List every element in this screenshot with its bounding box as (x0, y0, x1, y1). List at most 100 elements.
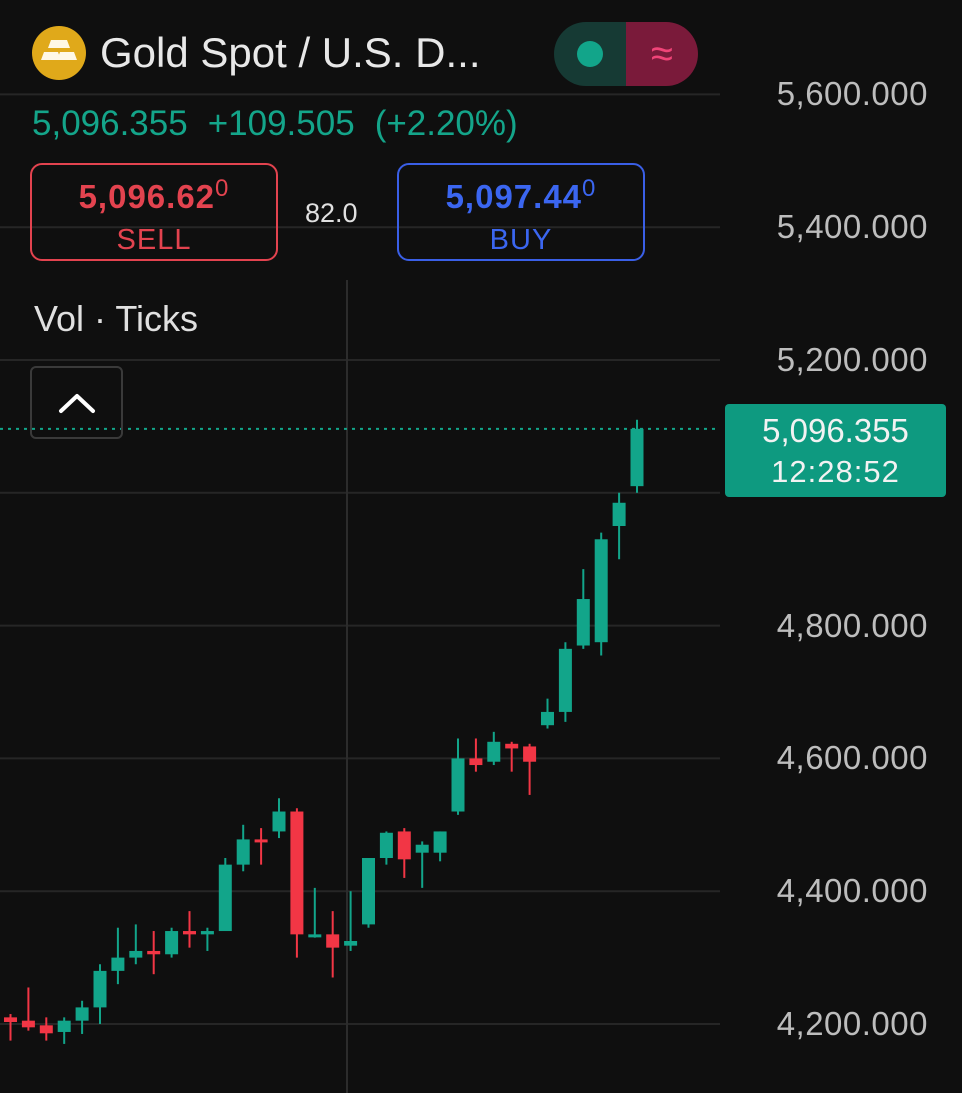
candle-body (433, 831, 447, 853)
candle (4, 1014, 17, 1041)
candle-body (200, 931, 214, 935)
sell-button[interactable]: 5,096.620 SELL (30, 163, 278, 261)
candle-body (147, 950, 161, 955)
candle-body (379, 832, 393, 858)
candle (129, 924, 143, 965)
collapse-indicators-button[interactable] (30, 366, 123, 439)
candle (541, 698, 554, 729)
candle (487, 731, 501, 766)
candle-body (57, 1020, 71, 1032)
candle-body (523, 746, 537, 762)
chevron-up-icon (58, 393, 95, 413)
last-price: 5,096.355 (32, 104, 188, 143)
candle-body (75, 1007, 89, 1021)
candle-body (183, 931, 196, 935)
volume-indicator-label[interactable]: Vol · Ticks (34, 298, 199, 339)
candle-body (93, 970, 107, 1008)
candle-body (129, 950, 143, 958)
candle-body (165, 931, 179, 955)
candle (397, 828, 411, 878)
candle-body (594, 539, 608, 643)
price-tag-countdown: 12:28:52 (771, 454, 900, 489)
candle (183, 911, 196, 948)
y-axis-tick-label: 4,800.000 (776, 606, 928, 644)
toggle-live-option[interactable] (554, 22, 626, 86)
candle (433, 831, 447, 862)
candle-body (469, 758, 483, 766)
price-tag-price: 5,096.355 (762, 412, 909, 449)
candle (75, 1000, 89, 1034)
candle (362, 858, 375, 928)
candle-body (397, 831, 411, 860)
candle (308, 887, 322, 938)
candle (272, 798, 286, 839)
candle (236, 824, 250, 872)
buy-label: BUY (489, 224, 553, 256)
gold-bars-icon (32, 26, 86, 80)
candle-body (344, 941, 358, 946)
y-axis-tick-label: 5,200.000 (776, 341, 928, 378)
candle (630, 419, 644, 493)
candle (165, 927, 179, 958)
last-price-tag: 5,096.355 12:28:52 (725, 404, 946, 497)
candle (111, 927, 125, 985)
candle (344, 891, 358, 951)
candle (147, 931, 161, 975)
grid-lines (0, 93, 720, 1025)
buy-button[interactable]: 5,097.440 BUY (397, 163, 645, 261)
candle-body (272, 811, 286, 832)
candle-body (236, 839, 250, 865)
candle (57, 1017, 71, 1044)
candle (523, 743, 537, 795)
candle (200, 927, 214, 951)
live-dot-icon (577, 41, 603, 67)
candle-body (254, 839, 268, 843)
spread-value: 82.0 (305, 198, 358, 228)
candle (254, 828, 268, 865)
chart-mode-toggle[interactable]: ≈ (554, 22, 698, 86)
y-axis-tick-label: 4,200.000 (776, 1005, 928, 1042)
candle-body (326, 934, 340, 948)
symbol-title-row[interactable]: Gold Spot / U.S. D... (32, 26, 480, 80)
approx-wave-icon: ≈ (651, 31, 673, 76)
candle (218, 858, 232, 932)
sell-label: SELL (116, 224, 192, 256)
price-change-percent: (+2.20%) (374, 104, 518, 143)
price-summary: 5,096.355 +109.505 (+2.20%) (32, 104, 538, 144)
candle-body (290, 811, 304, 935)
candle-body (505, 743, 519, 749)
y-axis-tick-label: 5,400.000 (776, 208, 928, 246)
y-axis-tick-label: 4,400.000 (776, 872, 928, 910)
candles (4, 419, 644, 1044)
toggle-wave-option[interactable]: ≈ (626, 22, 698, 86)
candle-body (487, 741, 501, 762)
candle (594, 532, 608, 656)
candle (576, 569, 590, 649)
candle (290, 808, 304, 958)
candle-body (308, 934, 322, 938)
candle-body (576, 599, 590, 646)
candle (415, 841, 429, 888)
candle-body (218, 864, 232, 932)
candle-body (4, 1017, 17, 1023)
candle-body (451, 758, 465, 812)
buy-price: 5,097.440 (445, 175, 597, 215)
candle (451, 738, 465, 815)
symbol-title: Gold Spot / U.S. D... (100, 29, 481, 76)
y-axis-tick-label: 4,600.000 (776, 739, 928, 777)
candle-body (630, 428, 644, 487)
candle-body (415, 844, 429, 853)
y-axis-tick-label: 5,600.000 (776, 75, 928, 113)
candle (326, 911, 340, 978)
candle (93, 964, 107, 1024)
candle (469, 738, 483, 772)
candle-body (612, 502, 626, 526)
candle-body (541, 711, 554, 726)
candle (505, 741, 519, 772)
candle (21, 987, 35, 1031)
candle (612, 492, 626, 560)
candle (558, 642, 572, 722)
candle-body (39, 1025, 53, 1034)
candle (39, 1017, 53, 1041)
